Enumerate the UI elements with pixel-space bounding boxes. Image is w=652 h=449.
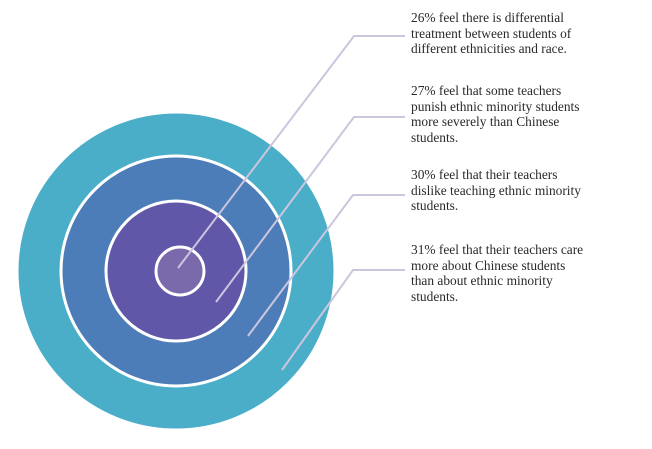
label-dislike-teaching: 30% feel that their teachers dislike tea… [411,167,581,214]
leader-line-2 [215,116,405,303]
leader-line-4 [281,269,405,371]
ring-center [154,245,206,297]
label-care-more-chinese: 31% feel that their teachers care more a… [411,242,584,304]
leader-line-1 [177,35,405,269]
label-severe-punishment: 27% feel that some teachers punish ethni… [411,83,580,145]
leader-line-3 [247,194,405,337]
label-differential-treatment: 26% feel there is differential treatment… [411,10,572,57]
